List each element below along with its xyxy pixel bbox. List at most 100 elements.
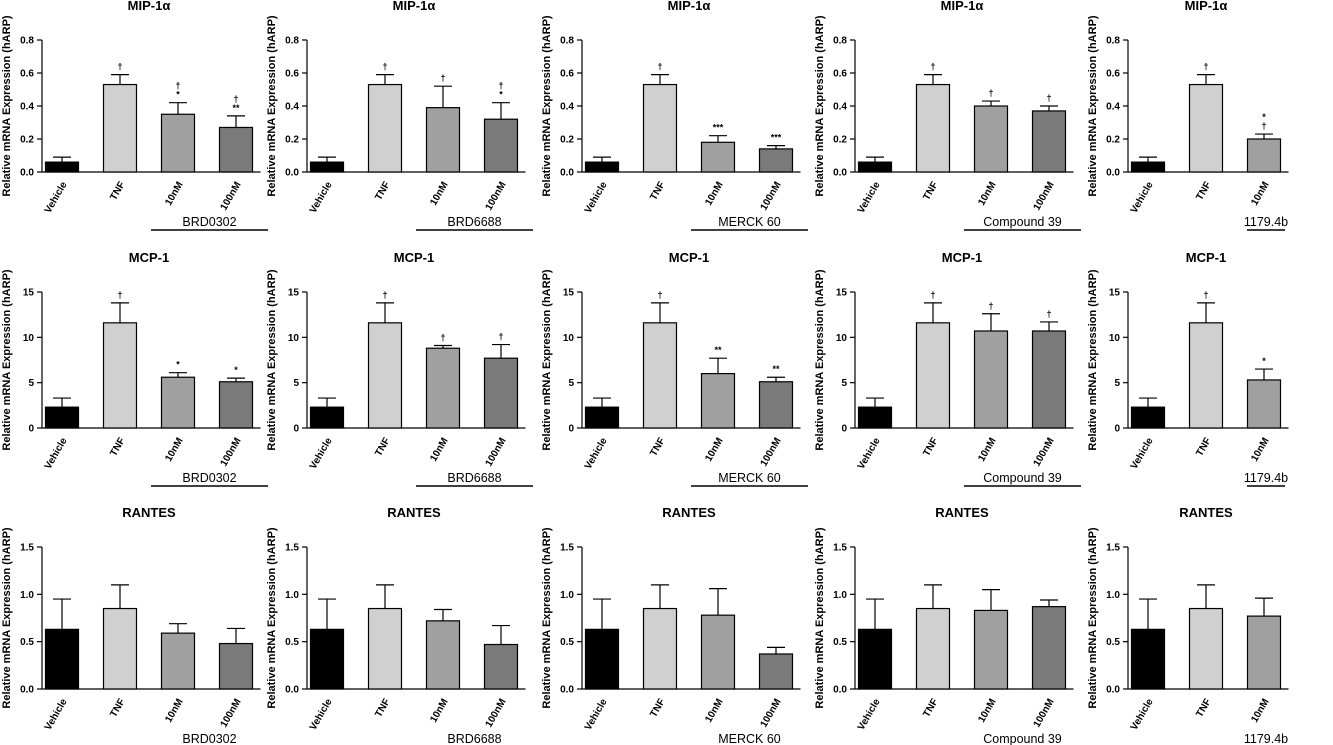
chart-panel: MCP-1 Relative mRNA Expression (hARP) 0 5 10…	[541, 250, 808, 487]
group-label: BRD6688	[447, 732, 501, 745]
bar	[1031, 606, 1067, 690]
bar	[483, 357, 519, 429]
x-category-label: 100nM	[219, 436, 244, 468]
x-category-label: TNF	[921, 697, 940, 719]
chart-panel: RANTES Relative mRNA Expression (hARP) 0.0…	[266, 505, 526, 745]
y-tick-label: 0.0	[285, 168, 299, 179]
bar	[915, 607, 951, 690]
bar	[102, 83, 138, 173]
group-label: BRD6688	[447, 471, 501, 485]
group-label: BRD0302	[182, 471, 236, 485]
x-category-label: Vehicle	[1129, 697, 1156, 733]
x-category-label: TNF	[373, 180, 392, 202]
y-tick-label: 15	[288, 288, 300, 299]
y-tick-label: 0.6	[1106, 69, 1120, 80]
bar	[642, 83, 678, 173]
bar	[758, 653, 794, 690]
y-axis-label: Relative mRNA Expression (hARP)	[541, 15, 553, 196]
x-category-label: TNF	[648, 180, 667, 202]
y-tick-label: 15	[836, 288, 848, 299]
x-category-label: Vehicle	[1129, 180, 1156, 216]
x-category-label: 100nM	[759, 436, 784, 468]
chart-panel: RANTES Relative mRNA Expression (hARP) 0.0…	[1, 505, 261, 745]
x-category-label: 10nM	[1249, 697, 1271, 725]
x-category-label: 100nM	[484, 436, 509, 468]
y-tick-label: 5	[293, 378, 299, 389]
y-tick-label: 5	[841, 378, 847, 389]
significance-marker: †	[988, 88, 993, 98]
bar	[44, 628, 80, 690]
significance-marker: * †	[1261, 112, 1266, 131]
bar	[584, 406, 620, 429]
significance-marker: †	[440, 73, 445, 83]
y-tick-label: 0.2	[20, 135, 34, 146]
y-tick-label: 0	[841, 424, 847, 435]
y-tick-label: 0.4	[833, 102, 847, 113]
chart-panel: MIP-1α Relative mRNA Expression (hARP) 0.0…	[541, 0, 808, 231]
significance-marker: **	[772, 364, 780, 374]
bar	[160, 632, 196, 690]
x-category-label: 10nM	[976, 697, 998, 725]
y-tick-label: 0.8	[833, 36, 847, 47]
bar	[758, 148, 794, 173]
x-category-label: Vehicle	[856, 436, 883, 472]
y-axis-label: Relative mRNA Expression (hARP)	[1, 269, 13, 450]
x-category-label: 10nM	[703, 436, 725, 464]
bar	[700, 373, 736, 429]
y-tick-label: 0.0	[1106, 685, 1120, 696]
x-category-label: 100nM	[759, 697, 784, 729]
y-axis-label: Relative mRNA Expression (hARP)	[814, 527, 826, 708]
significance-marker: †	[1203, 62, 1208, 72]
y-tick-label: 10	[563, 333, 575, 344]
bar	[425, 347, 461, 429]
significance-marker: †	[930, 62, 935, 72]
y-axis-label: Relative mRNA Expression (hARP)	[266, 527, 278, 708]
y-tick-label: 0.2	[833, 135, 847, 146]
x-category-label: TNF	[1194, 180, 1213, 202]
y-tick-label: 0	[1114, 424, 1120, 435]
y-tick-label: 0.0	[1106, 168, 1120, 179]
y-tick-label: 0.5	[20, 637, 34, 648]
significance-marker: †	[117, 290, 122, 300]
bar	[483, 643, 519, 690]
y-tick-label: 0.4	[560, 102, 574, 113]
x-category-label: Vehicle	[308, 180, 335, 216]
x-category-label: 10nM	[428, 180, 450, 208]
y-tick-label: 1.0	[1106, 590, 1120, 601]
bar	[915, 83, 951, 173]
y-tick-label: 0.2	[1106, 135, 1120, 146]
bar	[1246, 379, 1282, 429]
x-category-label: Vehicle	[583, 436, 610, 472]
significance-marker: †	[382, 290, 387, 300]
bar	[102, 607, 138, 690]
x-category-label: TNF	[108, 436, 127, 458]
chart-panel: RANTES Relative mRNA Expression (hARP) 0.0…	[541, 505, 801, 745]
bar	[642, 322, 678, 429]
y-axis-label: Relative mRNA Expression (hARP)	[1, 527, 13, 708]
group-label: MERCK 60	[718, 471, 781, 485]
significance-marker: †	[657, 62, 662, 72]
x-category-label: 100nM	[484, 697, 509, 729]
y-axis-label: Relative mRNA Expression (hARP)	[541, 527, 553, 708]
bar	[1188, 322, 1224, 429]
y-tick-label: 0	[28, 424, 34, 435]
group-label: Compound 39	[983, 471, 1062, 485]
chart-title: MCP-1	[1186, 250, 1226, 265]
bar	[1130, 628, 1166, 690]
y-axis-label: Relative mRNA Expression (hARP)	[266, 15, 278, 196]
bar	[1031, 330, 1067, 429]
x-category-label: 10nM	[163, 697, 185, 725]
chart-panel: RANTES Relative mRNA Expression (hARP) 0.0…	[1087, 505, 1289, 745]
chart-title: MIP-1α	[668, 0, 711, 13]
x-category-label: Vehicle	[856, 697, 883, 733]
significance-marker: †	[498, 332, 503, 342]
group-label: 1179.4b	[1244, 732, 1288, 745]
x-category-label: 100nM	[484, 180, 509, 212]
x-category-label: Vehicle	[583, 180, 610, 216]
y-tick-label: 0.0	[833, 168, 847, 179]
y-tick-label: 5	[568, 378, 574, 389]
bar	[160, 113, 196, 173]
bar	[309, 406, 345, 429]
bar	[584, 161, 620, 173]
x-category-label: 10nM	[428, 436, 450, 464]
